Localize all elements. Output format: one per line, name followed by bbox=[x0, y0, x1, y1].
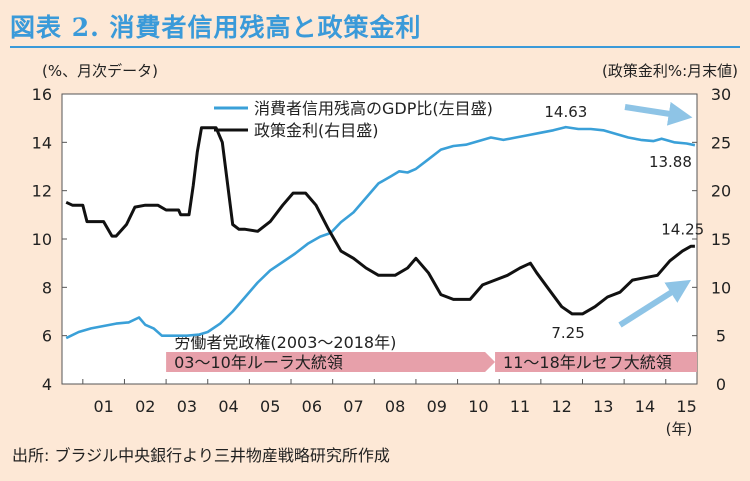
x-tick-label: 12 bbox=[551, 397, 571, 416]
left-y-tick-label: 8 bbox=[42, 278, 52, 297]
x-tick-label: 02 bbox=[135, 397, 155, 416]
x-unit-label: (年) bbox=[666, 420, 693, 438]
band-title: 労働者党政権(2003〜2018年) bbox=[174, 333, 396, 352]
left-y-tick-label: 12 bbox=[32, 182, 52, 201]
x-tick-label: 10 bbox=[468, 397, 488, 416]
left-axis-unit: (%、月次データ) bbox=[42, 62, 158, 80]
x-tick-label: 09 bbox=[427, 397, 447, 416]
legend-label: 消費者信用残高のGDP比(左目盛) bbox=[254, 99, 493, 118]
right-y-tick-label: 15 bbox=[711, 230, 731, 249]
x-tick-label: 04 bbox=[218, 397, 238, 416]
data-label: 14.25 bbox=[661, 220, 704, 238]
left-y-tick-label: 14 bbox=[32, 133, 52, 152]
x-tick-label: 06 bbox=[302, 397, 322, 416]
left-y-tick-label: 16 bbox=[32, 85, 52, 104]
x-tick-label: 03 bbox=[177, 397, 197, 416]
left-y-tick-label: 6 bbox=[42, 327, 52, 346]
x-tick-label: 08 bbox=[385, 397, 405, 416]
left-y-tick-label: 4 bbox=[42, 375, 52, 394]
policy-rate-line bbox=[65, 126, 695, 316]
right-y-tick-label: 30 bbox=[711, 85, 731, 104]
right-y-tick-label: 0 bbox=[716, 375, 726, 394]
x-tick-label: 11 bbox=[510, 397, 530, 416]
x-tick-label: 07 bbox=[343, 397, 363, 416]
right-y-tick-label: 5 bbox=[716, 327, 726, 346]
down-trend-arrow bbox=[624, 101, 693, 126]
x-tick-label: 15 bbox=[676, 397, 696, 416]
credit-gdp-line bbox=[65, 125, 696, 340]
data-label: 14.63 bbox=[544, 103, 587, 121]
right-axis-unit: (政策金利%:月末値) bbox=[601, 62, 738, 80]
x-tick-label: 05 bbox=[260, 397, 280, 416]
source-note: 出所: ブラジル中央銀行より三井物産戦略研究所作成 bbox=[12, 446, 390, 465]
right-y-tick-label: 20 bbox=[711, 182, 731, 201]
period-label: 11〜18年ルセフ大統領 bbox=[503, 353, 672, 372]
period-band bbox=[495, 352, 697, 372]
data-label: 7.25 bbox=[551, 324, 584, 342]
right-y-tick-label: 10 bbox=[711, 278, 731, 297]
title-rule bbox=[10, 46, 740, 48]
x-tick-label: 13 bbox=[593, 397, 613, 416]
legend-label: 政策金利(右目盛) bbox=[254, 121, 379, 140]
left-y-tick-label: 10 bbox=[32, 230, 52, 249]
data-label: 13.88 bbox=[649, 153, 692, 171]
right-y-tick-label: 25 bbox=[711, 133, 731, 152]
x-tick-label: 14 bbox=[635, 397, 655, 416]
up-trend-arrow bbox=[618, 279, 692, 328]
x-tick-label: 01 bbox=[93, 397, 113, 416]
period-label: 03〜10年ルーラ大統領 bbox=[174, 353, 343, 372]
chart-title: 図表 2. 消費者信用残高と政策金利 bbox=[10, 13, 422, 42]
period-band bbox=[166, 352, 496, 372]
